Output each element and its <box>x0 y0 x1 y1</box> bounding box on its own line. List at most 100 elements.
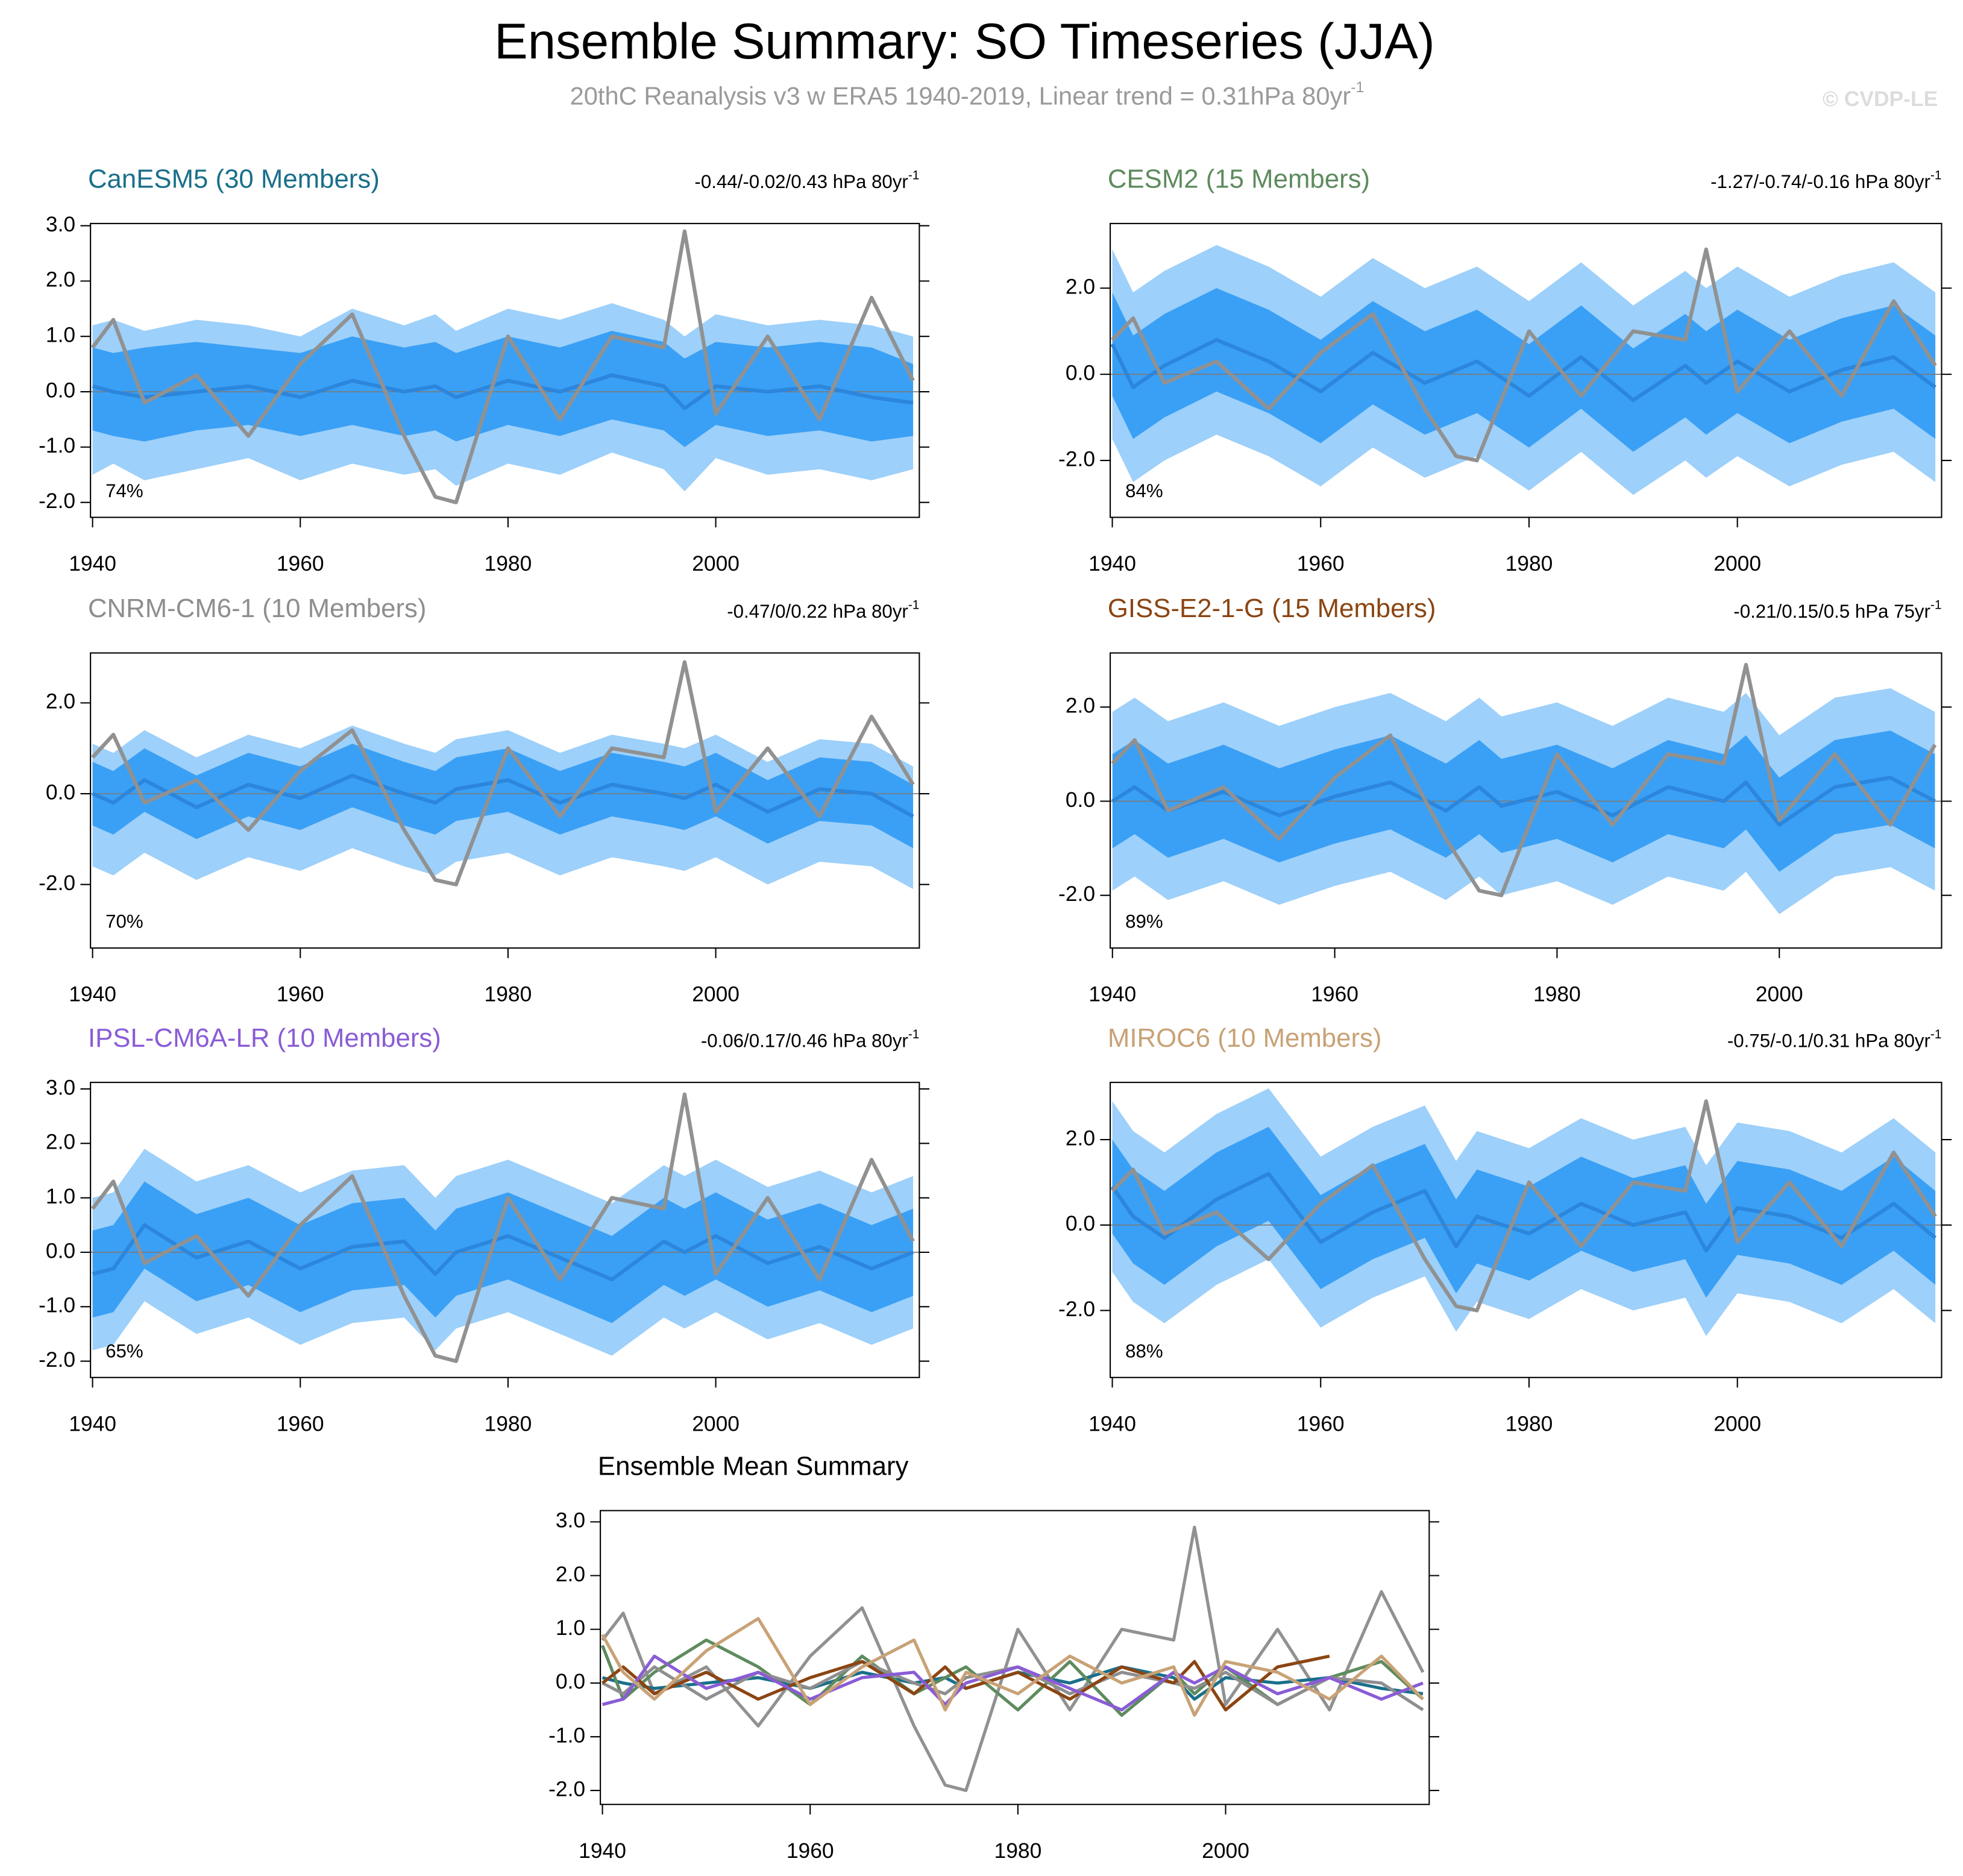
y-tick-label: 2.0 <box>46 268 75 292</box>
y-tick-label: 0.0 <box>1066 360 1095 384</box>
trend-text: -0.47/0/0.22 hPa 80yr <box>727 601 908 622</box>
member-percent: 88% <box>1125 1340 1163 1361</box>
y-tick-label: 3.0 <box>46 1075 75 1099</box>
series-line <box>601 1638 1424 1717</box>
trend-text: -0.44/-0.02/0.43 hPa 80yr <box>694 171 908 192</box>
x-tick-label: 2000 <box>1713 551 1761 576</box>
panel-frame <box>600 1510 1430 1805</box>
y-tick-label: 0.0 <box>1066 788 1095 812</box>
x-tick-label: 2000 <box>1713 1411 1761 1435</box>
y-tick-label: -2.0 <box>39 1347 75 1372</box>
spread-band <box>1112 1126 1936 1298</box>
y-tick-label: -2.0 <box>39 489 75 513</box>
page-subtitle: 20thC Reanalysis v3 w ERA5 1940-2019, Li… <box>570 78 1365 110</box>
x-tick-label: 1980 <box>485 551 532 576</box>
series-line <box>1110 1172 1937 1253</box>
x-tick-label: 1960 <box>277 982 324 1006</box>
trend-superscript: -1 <box>908 1027 920 1041</box>
plot-area <box>90 1092 920 1363</box>
x-tick-label: 2000 <box>1756 982 1803 1006</box>
panel-frame <box>1110 222 1943 518</box>
member-percent: 84% <box>1125 480 1163 501</box>
credit: © CVDP-LE <box>1823 87 1938 111</box>
trend-superscript: -1 <box>1930 1027 1942 1041</box>
y-tick-label: 2.0 <box>1066 1126 1095 1150</box>
trend-text: -0.21/0.15/0.5 hPa 75yr <box>1733 601 1930 622</box>
x-tick-label: 1980 <box>1506 1411 1553 1435</box>
series-line <box>91 229 915 504</box>
y-tick-label: 1.0 <box>556 1616 585 1640</box>
series-line <box>91 660 915 886</box>
x-tick-label: 2000 <box>692 982 740 1006</box>
plot-area <box>90 229 920 504</box>
trend-text: -0.75/-0.1/0.31 hPa 80yr <box>1727 1031 1930 1052</box>
series-line <box>1111 1099 1937 1313</box>
y-tick-label: 0.0 <box>46 378 75 402</box>
page-title: Ensemble Summary: SO Timeseries (JJA) <box>494 13 1434 69</box>
trend-label: -0.75/-0.1/0.31 hPa 80yr-1 <box>1727 1027 1942 1051</box>
trend-superscript: -1 <box>908 598 920 612</box>
y-tick-label: 1.0 <box>46 1184 75 1208</box>
member-percent: 89% <box>1125 911 1163 932</box>
panel-title: MIROC6 (10 Members) <box>1108 1023 1382 1053</box>
y-tick-label: -2.0 <box>1058 1297 1095 1321</box>
x-tick-label: 1980 <box>1506 551 1553 576</box>
y-tick-label: -1.0 <box>548 1723 585 1747</box>
trend-label: -0.44/-0.02/0.43 hPa 80yr-1 <box>694 168 919 192</box>
series-line <box>601 1617 1424 1717</box>
y-tick-label: -2.0 <box>1058 882 1095 906</box>
trend-text: -1.27/-0.74/-0.16 hPa 80yr <box>1710 171 1930 192</box>
x-tick-label: 1980 <box>1533 982 1581 1006</box>
member-percent: 74% <box>105 480 143 501</box>
y-tick-label: 0.0 <box>556 1669 585 1693</box>
series-line <box>601 1660 1424 1711</box>
x-tick-label: 1980 <box>485 1411 532 1435</box>
series-line <box>92 1223 914 1282</box>
series-line <box>91 1092 915 1363</box>
panel-frame <box>90 222 920 518</box>
trend-label: -0.47/0/0.22 hPa 80yr-1 <box>727 598 919 622</box>
subtitle-text: 20thC Reanalysis v3 w ERA5 1940-2019, Li… <box>570 82 1351 110</box>
trend-label: -1.27/-0.74/-0.16 hPa 80yr-1 <box>1710 168 1941 192</box>
panel-frame <box>90 652 920 949</box>
x-tick-label: 1940 <box>1088 1411 1136 1435</box>
series-line <box>1111 662 1937 897</box>
x-tick-label: 1960 <box>1311 982 1358 1006</box>
x-tick-label: 1940 <box>1088 982 1136 1006</box>
plot-area <box>1110 245 1942 495</box>
trend-label: -0.06/0.17/0.46 hPa 80yr-1 <box>701 1027 920 1051</box>
x-tick-label: 1960 <box>787 1839 834 1863</box>
x-tick-label: 1960 <box>277 1411 324 1435</box>
series-line <box>601 1654 1424 1711</box>
y-tick-label: 2.0 <box>46 1130 75 1154</box>
trend-label: -0.21/0.15/0.5 hPa 75yr-1 <box>1733 598 1941 622</box>
y-tick-label: -2.0 <box>1058 447 1095 471</box>
x-tick-label: 1940 <box>69 551 116 576</box>
y-tick-label: -2.0 <box>548 1777 585 1801</box>
x-tick-label: 1960 <box>277 551 324 576</box>
y-tick-label: 3.0 <box>556 1508 585 1532</box>
plot-area <box>1110 1088 1942 1337</box>
x-tick-label: 1980 <box>994 1839 1042 1863</box>
series-line <box>601 1525 1425 1792</box>
panel-title: IPSL-CM6A-LR (10 Members) <box>88 1023 441 1053</box>
trend-superscript: -1 <box>1930 168 1942 182</box>
y-tick-label: -1.0 <box>39 433 75 457</box>
member-percent: 65% <box>105 1340 143 1361</box>
plot-area <box>90 660 920 889</box>
x-tick-label: 1960 <box>1297 551 1345 576</box>
series-line <box>92 773 914 818</box>
panel-frame <box>1110 652 1943 949</box>
subtitle-superscript: -1 <box>1351 78 1364 95</box>
series-line <box>1110 337 1936 403</box>
y-tick-label: 2.0 <box>46 689 75 714</box>
x-tick-label: 2000 <box>692 1411 740 1435</box>
spread-band <box>1112 288 1936 452</box>
panel-title: GISS-E2-1-G (15 Members) <box>1108 594 1436 623</box>
y-tick-label: -1.0 <box>39 1293 75 1317</box>
trend-text: -0.06/0.17/0.46 hPa 80yr <box>701 1031 908 1052</box>
x-tick-label: 1940 <box>69 982 116 1006</box>
x-tick-label: 1940 <box>1088 551 1136 576</box>
